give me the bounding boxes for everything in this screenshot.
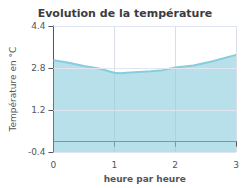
svg-text:2: 2 — [172, 160, 178, 170]
svg-text:Evolution de la température: Evolution de la température — [38, 7, 213, 20]
svg-text:-0.4: -0.4 — [28, 147, 46, 157]
svg-text:1.2: 1.2 — [31, 105, 45, 115]
svg-text:0: 0 — [51, 160, 57, 170]
svg-text:heure par heure: heure par heure — [104, 174, 186, 184]
svg-text:2.8: 2.8 — [31, 63, 46, 73]
svg-text:1: 1 — [111, 160, 117, 170]
svg-text:Température en °C: Température en °C — [8, 47, 18, 133]
svg-text:4.4: 4.4 — [31, 21, 46, 31]
svg-text:3: 3 — [233, 160, 239, 170]
